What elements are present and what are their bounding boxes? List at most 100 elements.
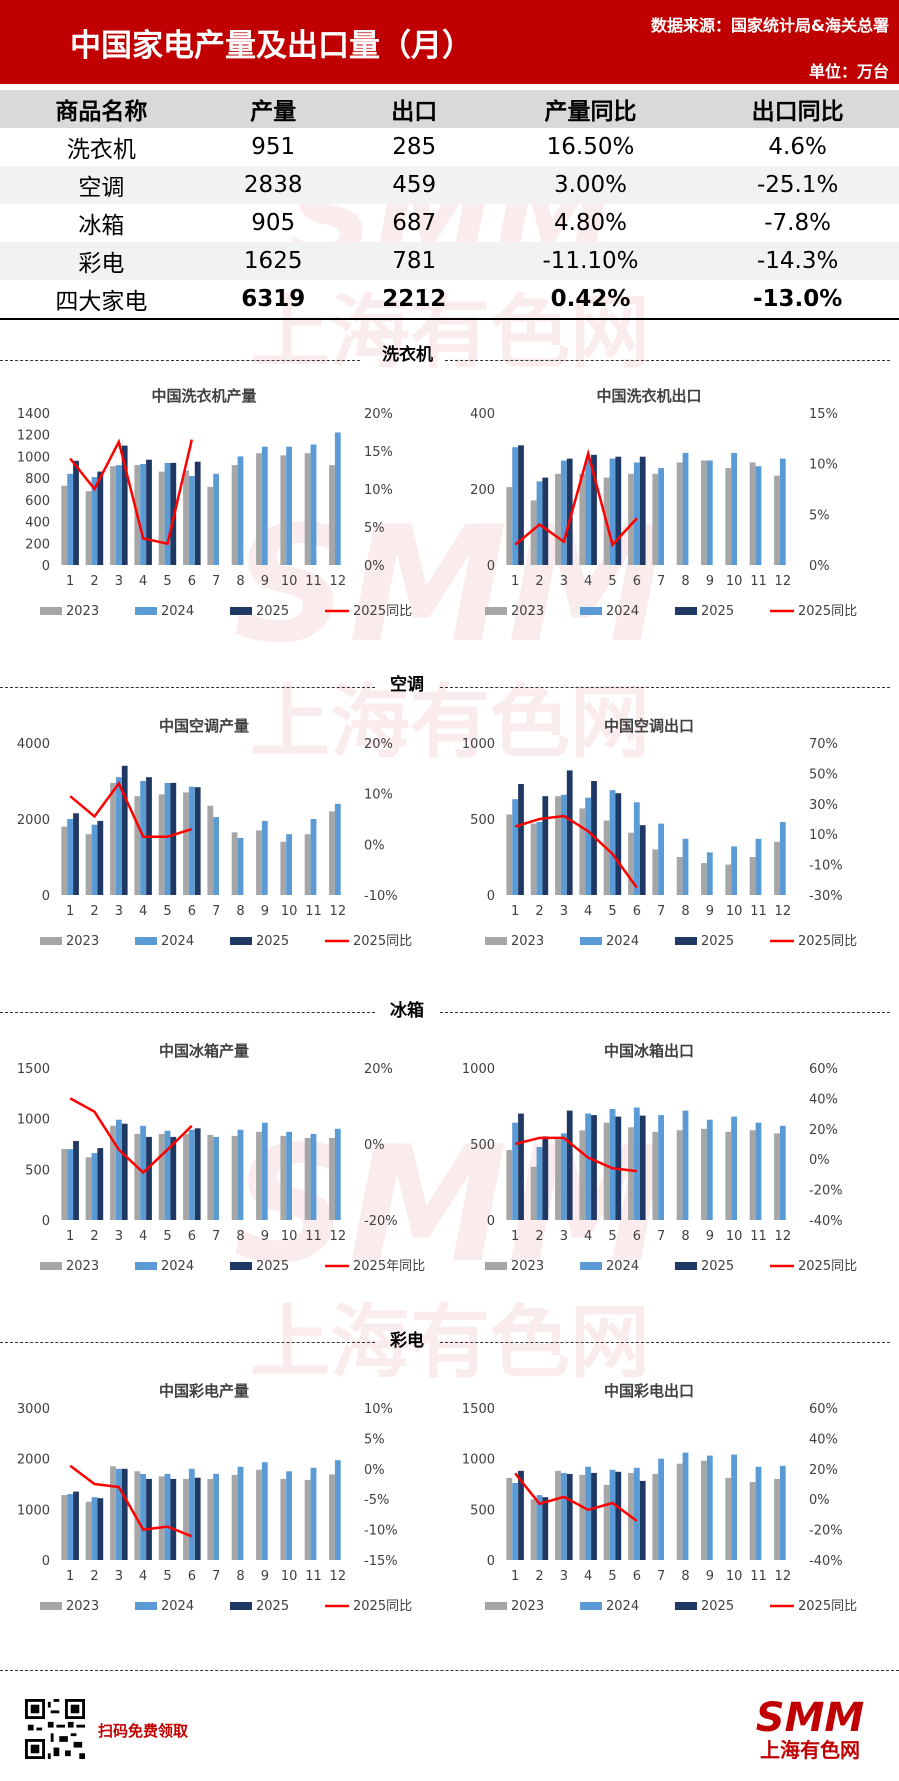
x-tick-label: 1 <box>66 904 74 919</box>
bar-2024 <box>512 1483 518 1560</box>
x-tick-label: 2 <box>535 1569 543 1584</box>
legend-label: 2024 <box>161 604 194 619</box>
y2-tick-label: 0% <box>364 838 385 853</box>
bar-2023 <box>749 857 756 895</box>
bar-2023 <box>231 1135 238 1220</box>
y2-tick-label: 10% <box>364 788 393 803</box>
bar-2024 <box>310 444 317 565</box>
header-cell: 商品名称 <box>0 90 203 128</box>
bar-2023 <box>506 814 513 895</box>
legend-swatch <box>580 607 602 615</box>
legend-label: 2025同比 <box>798 1259 857 1274</box>
bar-2024 <box>140 1473 146 1560</box>
y-tick-label: 1200 <box>17 429 50 444</box>
bar-2024 <box>140 464 146 565</box>
bar-2025 <box>542 796 549 895</box>
y-tick-label: 1000 <box>462 1062 495 1077</box>
legend-swatch <box>580 1262 602 1270</box>
bar-2024 <box>67 1494 73 1560</box>
legend-swatch <box>485 937 507 945</box>
bar-2023 <box>725 468 732 565</box>
bar-2024 <box>536 822 543 895</box>
y-tick-label: 1000 <box>462 737 495 752</box>
section-title-fridge: 冰箱 <box>390 1001 424 1021</box>
x-tick-label: 7 <box>657 1229 665 1244</box>
y2-tick-label: 40% <box>809 1092 838 1107</box>
bar-2024 <box>286 1471 292 1560</box>
x-tick-label: 4 <box>139 574 147 589</box>
x-tick-label: 11 <box>750 1569 767 1584</box>
y2-tick-label: 10% <box>809 828 838 843</box>
bar-2024 <box>237 1129 244 1220</box>
bar-2024 <box>706 1119 713 1220</box>
bar-2024 <box>334 432 341 565</box>
bar-2023 <box>207 1478 214 1560</box>
bar-2023 <box>579 1474 586 1560</box>
y-tick-label: 1500 <box>462 1402 495 1417</box>
bar-2024 <box>91 1153 98 1220</box>
x-tick-label: 5 <box>608 1569 616 1584</box>
bar-2023 <box>85 834 92 895</box>
bar-2024 <box>512 447 518 565</box>
legend-swatch <box>580 937 602 945</box>
bar-2023 <box>774 475 780 565</box>
x-tick-label: 8 <box>236 1569 244 1584</box>
bar-2023 <box>304 1479 311 1560</box>
bar-2023 <box>579 473 586 565</box>
bar-2024 <box>658 823 664 895</box>
legend-swatch <box>40 607 62 615</box>
qr-code-icon[interactable] <box>25 1699 85 1759</box>
bar-2025 <box>518 1113 524 1220</box>
table-cell: -14.3% <box>696 242 899 280</box>
bar-2023 <box>579 808 586 895</box>
legend-label: 2025同比 <box>798 1599 857 1614</box>
x-tick-label: 8 <box>236 904 244 919</box>
table-cell: 905 <box>251 210 296 236</box>
bar-2023 <box>256 453 262 565</box>
bar-2024 <box>779 1465 786 1560</box>
legend-swatch <box>135 1262 157 1270</box>
bar-2025 <box>591 1115 597 1220</box>
y2-tick-label: 20% <box>364 1062 393 1077</box>
legend-swatch <box>230 937 252 945</box>
bar-2024 <box>261 1462 268 1560</box>
bar-2024 <box>585 1113 591 1220</box>
x-tick-label: 3 <box>115 1229 123 1244</box>
legend-label: 2025 <box>256 1599 289 1614</box>
x-tick-label: 3 <box>115 1569 123 1584</box>
yoy-line <box>514 1472 638 1522</box>
legend-swatch <box>485 1602 507 1610</box>
y2-tick-label: 5% <box>364 521 385 536</box>
bar-2025 <box>639 456 646 565</box>
x-tick-label: 7 <box>212 904 220 919</box>
bar-2024 <box>585 797 591 895</box>
x-tick-label: 10 <box>726 904 743 919</box>
bar-2025 <box>639 1115 646 1220</box>
footer-divider <box>0 1670 899 1671</box>
bar-2024 <box>560 460 567 565</box>
bar-2025 <box>542 1136 549 1220</box>
table-cell: -7.8% <box>764 210 831 236</box>
bar-2025 <box>146 1478 152 1560</box>
bar-2024 <box>536 1147 543 1220</box>
chart-title: 中国洗衣机产量 <box>151 387 256 405</box>
bar-2024 <box>682 1110 689 1220</box>
x-tick-label: 2 <box>535 574 543 589</box>
y2-tick-label: -30% <box>809 889 843 904</box>
bar-2024 <box>164 462 171 565</box>
bar-2025 <box>121 1468 128 1560</box>
bar-2023 <box>628 832 634 895</box>
bar-2024 <box>560 1133 567 1220</box>
bar-2025 <box>194 1477 201 1560</box>
bar-2024 <box>779 822 786 895</box>
bar-2024 <box>115 1119 122 1220</box>
bar-2023 <box>725 864 732 895</box>
x-tick-label: 11 <box>305 574 322 589</box>
chart-title: 中国空调出口 <box>604 717 694 735</box>
x-tick-label: 8 <box>681 574 689 589</box>
chart-title: 中国彩电产量 <box>159 1382 249 1400</box>
bar-2024 <box>682 452 689 565</box>
bar-2023 <box>207 486 214 565</box>
x-tick-label: 1 <box>511 1229 519 1244</box>
